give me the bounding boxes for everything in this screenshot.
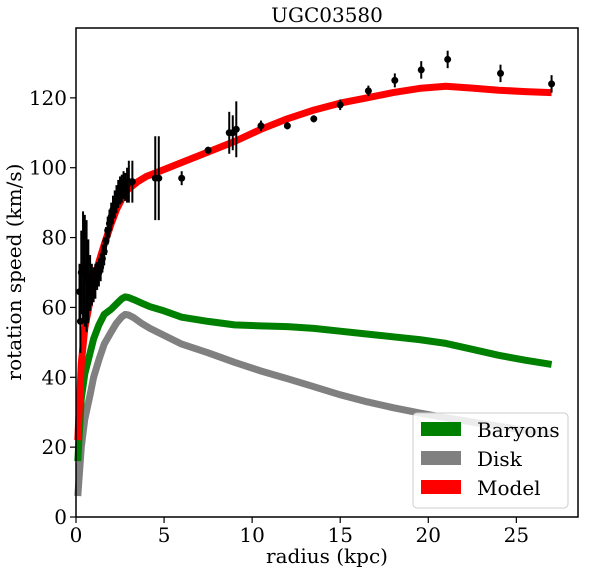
legend-label-baryons: Baryons bbox=[477, 418, 560, 442]
data-point bbox=[232, 125, 240, 133]
data-point bbox=[548, 80, 556, 88]
data-point bbox=[155, 174, 163, 182]
data-point bbox=[257, 122, 265, 130]
legend-swatch-disk bbox=[421, 451, 461, 465]
data-point bbox=[178, 174, 186, 182]
legend-label-disk: Disk bbox=[477, 447, 523, 471]
y-tick-label: 40 bbox=[42, 365, 67, 389]
x-tick-label: 10 bbox=[239, 523, 264, 547]
x-tick-label: 5 bbox=[158, 523, 171, 547]
data-point bbox=[336, 101, 344, 109]
x-axis-label: radius (kpc) bbox=[266, 544, 388, 568]
y-tick-label: 100 bbox=[29, 156, 67, 180]
chart-title: UGC03580 bbox=[271, 3, 383, 27]
data-point bbox=[444, 55, 452, 63]
y-tick-label: 120 bbox=[29, 86, 67, 110]
y-tick-label: 20 bbox=[42, 435, 67, 459]
series-line-baryons bbox=[74, 293, 553, 462]
data-point bbox=[204, 146, 212, 154]
data-point bbox=[391, 76, 399, 84]
x-tick-label: 20 bbox=[416, 523, 441, 547]
data-point bbox=[128, 178, 136, 186]
legend-label-model: Model bbox=[477, 476, 541, 500]
x-tick-label: 0 bbox=[70, 523, 83, 547]
y-axis-label: rotation speed (km/s) bbox=[2, 164, 26, 381]
data-point bbox=[417, 66, 425, 74]
legend: Baryons Disk Model bbox=[412, 412, 569, 509]
data-point bbox=[496, 69, 504, 77]
y-tick-label: 0 bbox=[54, 505, 67, 529]
x-tick-label: 15 bbox=[327, 523, 352, 547]
plot-frame bbox=[75, 27, 579, 518]
data-point bbox=[283, 122, 291, 130]
data-point bbox=[364, 87, 372, 95]
y-tick-label: 60 bbox=[42, 295, 67, 319]
legend-swatch-baryons bbox=[421, 422, 461, 436]
data-point bbox=[310, 115, 318, 123]
x-tick-label: 25 bbox=[504, 523, 529, 547]
y-tick-label: 80 bbox=[42, 226, 67, 250]
legend-swatch-model bbox=[421, 480, 461, 494]
